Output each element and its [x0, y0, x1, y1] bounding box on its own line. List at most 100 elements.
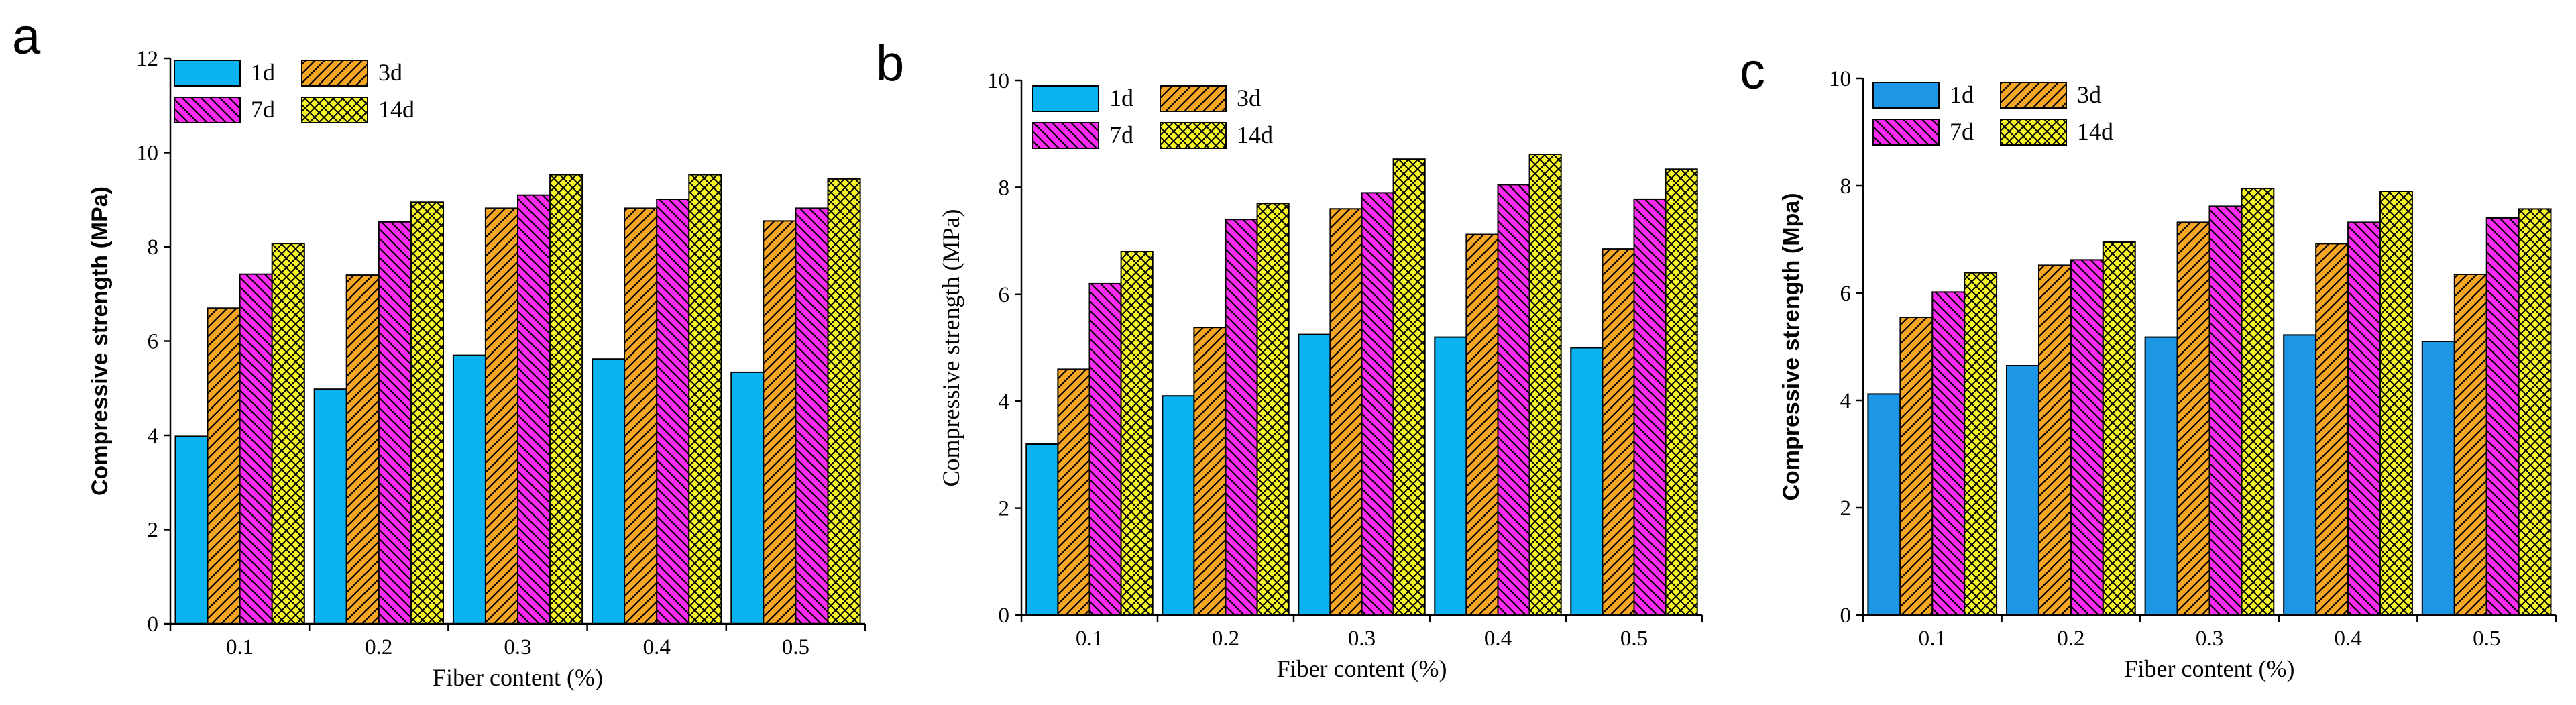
bar-1d-0.5	[2421, 341, 2455, 616]
bar-14d-0.4	[2379, 191, 2413, 616]
x-tick-label: 0.5	[782, 635, 809, 659]
bar-1d-0.1	[1025, 443, 1059, 616]
legend-swatch-14d	[1160, 122, 1227, 149]
x-tick-label: 0.3	[504, 635, 531, 659]
y-tick-label: 8	[1840, 174, 1852, 199]
bar-7d-0.2	[378, 221, 412, 625]
panel-a: a 0 2 4 6 8 10 12 0.1 0.2 0.3 0.4 0.5 Fiber content (…	[12, 8, 866, 691]
bar-3d-0.4	[624, 207, 658, 625]
x-tick-label: 0.1	[1919, 627, 1946, 651]
legend-label-1d: 1d	[1950, 81, 1974, 108]
legend-swatch-3d	[2000, 82, 2067, 109]
bar-7d-0.5	[1633, 198, 1667, 616]
bar-14d-0.5	[827, 178, 861, 625]
y-tick-label: 4	[1840, 389, 1852, 413]
legend-swatch-7d	[174, 97, 241, 123]
bar-7d-0.4	[2347, 221, 2382, 616]
bar-7d-0.5	[795, 207, 829, 625]
y-axis-title: Compressive strength (Mpa)	[1779, 193, 1804, 500]
x-tick-label: 0.2	[1212, 627, 1239, 651]
x-tick-label: 0.4	[643, 635, 671, 659]
bar-14d-0.2	[1256, 203, 1290, 616]
bar-1d-0.2	[1162, 395, 1195, 616]
x-tick-label: 0.2	[2057, 627, 2084, 651]
bar-7d-0.4	[1497, 184, 1530, 616]
bar-3d-0.5	[1602, 248, 1635, 616]
bar-7d-0.5	[2485, 217, 2520, 616]
bar-14d-0.3	[1392, 158, 1426, 616]
y-tick-label: 2	[148, 519, 159, 543]
bar-1d-0.1	[174, 435, 209, 625]
legend-label-7d: 7d	[251, 96, 275, 123]
legend-swatch-1d	[174, 60, 241, 87]
bar-7d-0.3	[517, 194, 551, 625]
x-axis-title: Fiber content (%)	[1277, 655, 1447, 682]
bar-7d-0.2	[1225, 219, 1258, 616]
y-tick-label: 0	[999, 604, 1010, 628]
legend-label-14d: 14d	[2077, 118, 2113, 145]
legend-label-3d: 3d	[2077, 81, 2101, 108]
y-tick-label: 10	[987, 69, 1009, 93]
legend-swatch-7d	[1872, 119, 1940, 146]
y-tick-label: 0	[1840, 604, 1852, 628]
bar-3d-0.1	[207, 307, 241, 625]
panel-letter: a	[12, 8, 41, 65]
legend-label-3d: 3d	[378, 59, 402, 86]
y-tick-label: 2	[1840, 496, 1852, 521]
bar-7d-0.2	[2070, 259, 2104, 616]
y-tick-label: 6	[148, 330, 159, 354]
x-tick-label: 0.4	[1484, 627, 1512, 651]
bar-1d-0.5	[1570, 347, 1604, 616]
panel-c: c 0 2 4 6 8 10 0.1 0.2 0.3 0.4 0.5 Fiber content (%)…	[1740, 43, 2557, 682]
bar-3d-0.5	[2453, 274, 2487, 616]
bar-3d-0.2	[345, 274, 380, 625]
bar-14d-0.5	[2518, 208, 2552, 616]
bar-1d-0.4	[2283, 334, 2317, 616]
legend-label-14d: 14d	[1237, 121, 1273, 148]
legend-label-1d: 1d	[251, 59, 275, 86]
legend-swatch-1d	[1872, 82, 1940, 109]
y-tick-label: 2	[999, 497, 1010, 521]
y-axis-title: Compressive strength (MPa)	[938, 209, 964, 487]
bar-3d-0.1	[1057, 368, 1090, 616]
bar-14d-0.2	[2102, 241, 2136, 616]
y-tick-label: 6	[1840, 282, 1852, 306]
bar-3d-0.2	[1193, 327, 1227, 616]
bar-1d-0.2	[313, 388, 347, 625]
y-tick-label: 10	[136, 142, 158, 166]
bar-14d-0.2	[410, 201, 445, 625]
panel-letter: b	[876, 35, 904, 92]
bar-1d-0.4	[1434, 336, 1467, 616]
bar-3d-0.3	[1329, 208, 1363, 616]
legend-swatch-1d	[1032, 85, 1099, 112]
bar-14d-0.3	[2241, 188, 2275, 616]
bar-7d-0.1	[239, 273, 273, 625]
legend-label-14d: 14d	[378, 96, 414, 123]
x-tick-label: 0.5	[1620, 627, 1648, 651]
legend-swatch-14d	[301, 97, 368, 123]
bar-1d-0.3	[1298, 333, 1331, 616]
bar-1d-0.3	[452, 354, 487, 625]
bar-1d-0.1	[1867, 393, 1901, 616]
bar-7d-0.1	[1931, 291, 1966, 616]
bar-7d-0.4	[656, 199, 690, 625]
bar-1d-0.4	[592, 358, 626, 625]
bar-3d-0.4	[2315, 243, 2349, 616]
legend-swatch-3d	[1160, 85, 1227, 112]
bar-14d-0.4	[688, 174, 722, 625]
legend-label-1d: 1d	[1109, 85, 1133, 111]
y-tick-label: 10	[1829, 67, 1851, 91]
y-tick-label: 4	[999, 390, 1010, 414]
bar-3d-0.2	[2038, 264, 2072, 616]
legend-swatch-7d	[1032, 122, 1099, 149]
bar-14d-0.5	[1665, 168, 1698, 616]
y-tick-label: 0	[148, 612, 159, 637]
y-tick-label: 6	[999, 283, 1010, 307]
y-tick-label: 8	[999, 176, 1010, 200]
bar-7d-0.1	[1088, 282, 1122, 616]
x-tick-label: 0.1	[226, 635, 254, 659]
legend-label-7d: 7d	[1950, 118, 1974, 145]
bar-3d-0.5	[763, 220, 797, 625]
y-axis-title: Compressive strength (MPa)	[87, 186, 113, 496]
